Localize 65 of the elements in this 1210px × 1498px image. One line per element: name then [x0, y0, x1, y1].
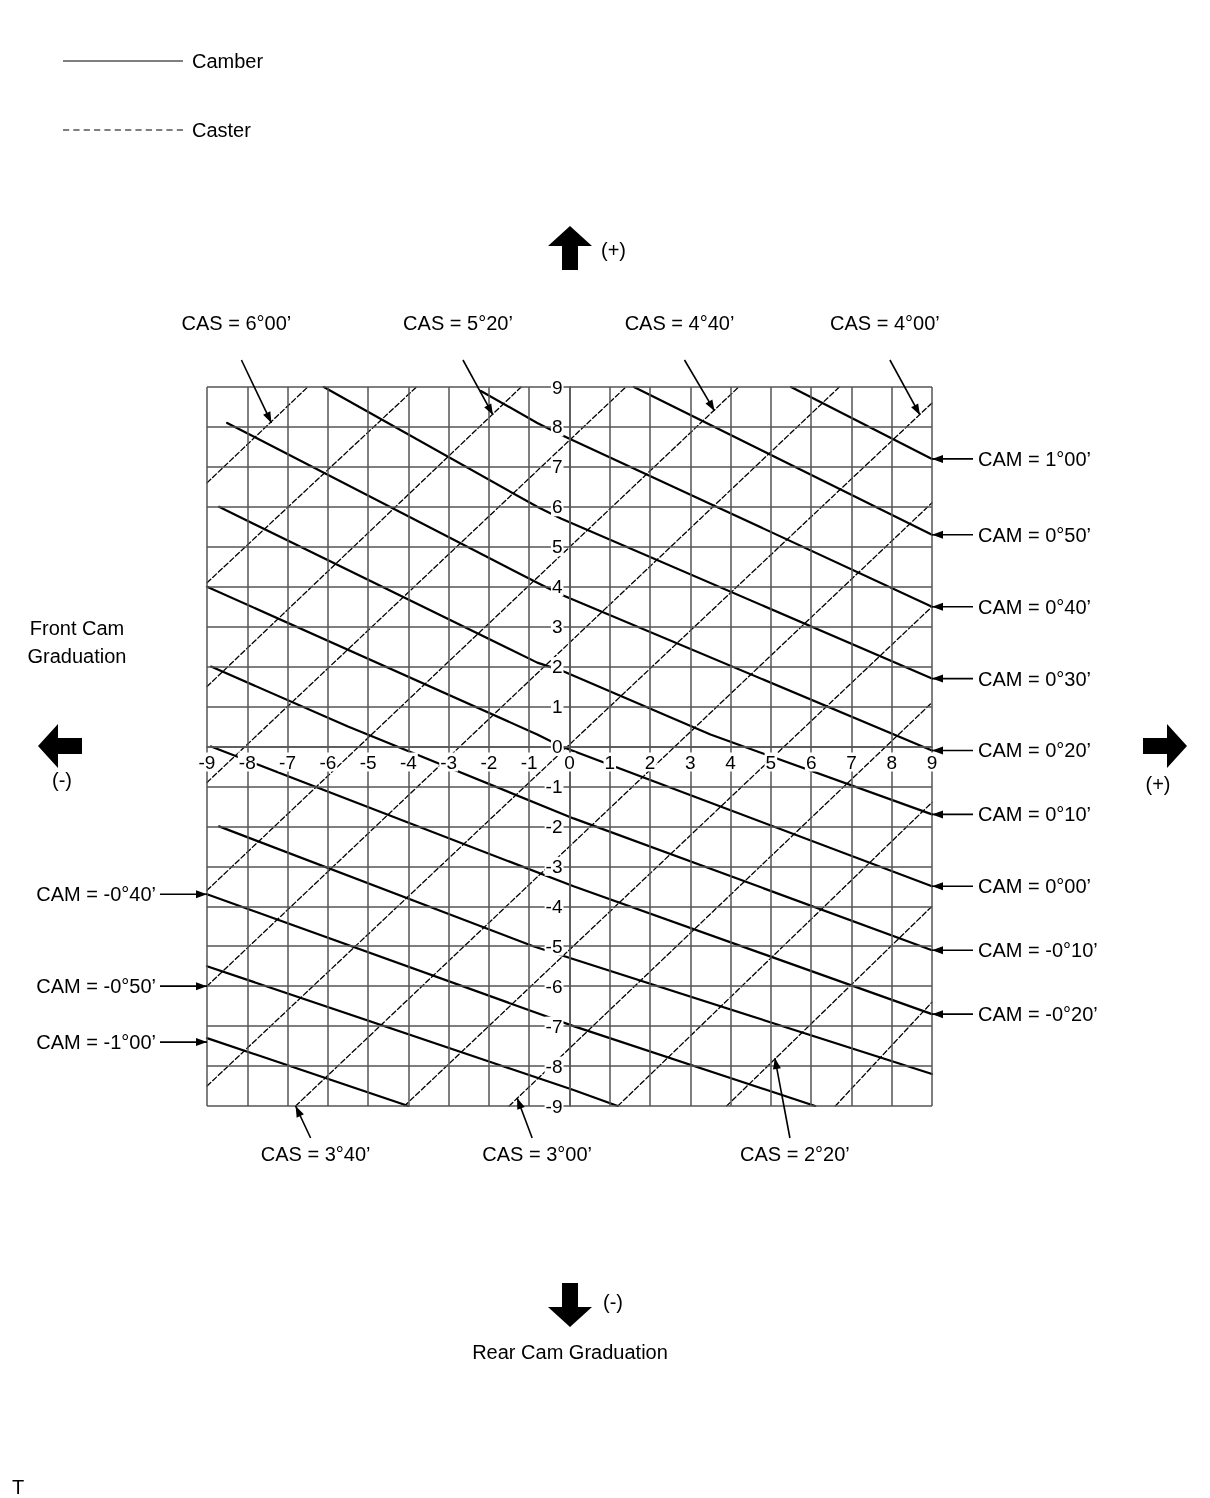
y-tick-label: -1 — [545, 775, 563, 797]
annotation: CAM = 0°50’ — [978, 523, 1092, 546]
x-tick-label: -1 — [520, 751, 538, 773]
x-tick-label: -2 — [480, 751, 498, 773]
y-tick-label: -7 — [545, 1015, 563, 1037]
y-tick-label: 1 — [551, 696, 563, 718]
y-tick-label: -3 — [545, 855, 563, 877]
annotation: CAM = 1°00’ — [978, 447, 1092, 470]
legend-label: Caster — [192, 119, 252, 141]
x-tick-label: -8 — [238, 751, 256, 773]
y-tick-label: 8 — [551, 416, 563, 438]
y-tick-label: 4 — [551, 576, 563, 598]
annotation: CAS = 4°00’ — [830, 312, 940, 334]
x-tick-label: 8 — [886, 751, 898, 773]
x-tick-label: 3 — [685, 751, 696, 773]
y-tick-label: 2 — [551, 656, 563, 678]
text: (+) — [1145, 772, 1171, 796]
y-tick-label: 7 — [551, 456, 563, 478]
y-tick-label: -4 — [545, 895, 563, 917]
annotation: CAM = 0°30’ — [978, 667, 1092, 690]
annotation: CAS = 2°20’ — [740, 1143, 850, 1165]
annotation: CAS = 5°20’ — [403, 312, 513, 334]
x-tick-label: -5 — [359, 751, 377, 773]
annotation: CAM = -0°50’ — [36, 975, 156, 998]
x-tick-label: 1 — [604, 751, 616, 773]
y-tick-label: 0 — [551, 736, 563, 757]
annotation: CAM = -1°00’ — [36, 1031, 156, 1054]
x-tick-label: -7 — [279, 751, 297, 773]
x-tick-label: 4 — [725, 751, 737, 773]
x-tick-label: 7 — [846, 751, 857, 773]
y-tick-label: 6 — [551, 496, 563, 518]
annotation: CAM = 0°20’ — [978, 739, 1092, 762]
legend-label: Camber — [192, 50, 264, 72]
y-tick-label: -9 — [545, 1095, 563, 1117]
y-tick-label: -8 — [545, 1055, 563, 1077]
annotation: CAM = 0°40’ — [978, 595, 1092, 618]
y-tick-label: 3 — [551, 616, 563, 638]
text: (-) — [52, 768, 72, 792]
y-tick-label: -2 — [545, 815, 563, 837]
x-tick-label: 2 — [644, 751, 656, 773]
x-tick-label: -3 — [440, 751, 458, 773]
annotation: CAM = 0°10’ — [978, 803, 1092, 826]
x-tick-label: 9 — [926, 751, 938, 773]
y-tick-label: -5 — [545, 935, 563, 957]
annotation: CAS = 3°00’ — [482, 1143, 593, 1165]
x-tick-label: -4 — [399, 751, 418, 773]
annotation: CAM = -0°10’ — [978, 939, 1098, 962]
x-tick-label: 5 — [765, 751, 777, 773]
annotation: CAM = 0°00’ — [978, 875, 1092, 898]
y-tick-label: -6 — [545, 975, 563, 997]
x-tick-label: 6 — [805, 751, 817, 773]
annotation: CAS = 6°00’ — [181, 312, 292, 334]
y-tick-label: 9 — [551, 376, 563, 398]
text: Rear Cam Graduation — [472, 1340, 668, 1364]
annotation: CAS = 4°40’ — [624, 312, 735, 334]
text: (+) — [601, 238, 626, 262]
x-tick-label: -9 — [198, 751, 216, 773]
annotation: CAS = 3°40’ — [260, 1143, 371, 1165]
text: Front Cam Graduation — [26, 616, 128, 669]
text: (-) — [603, 1290, 623, 1314]
y-tick-label: 5 — [551, 536, 563, 558]
x-tick-label: -6 — [319, 751, 337, 773]
text: T — [12, 1475, 25, 1498]
annotation: CAM = -0°40’ — [36, 883, 156, 906]
annotation: CAM = -0°20’ — [978, 1003, 1098, 1026]
